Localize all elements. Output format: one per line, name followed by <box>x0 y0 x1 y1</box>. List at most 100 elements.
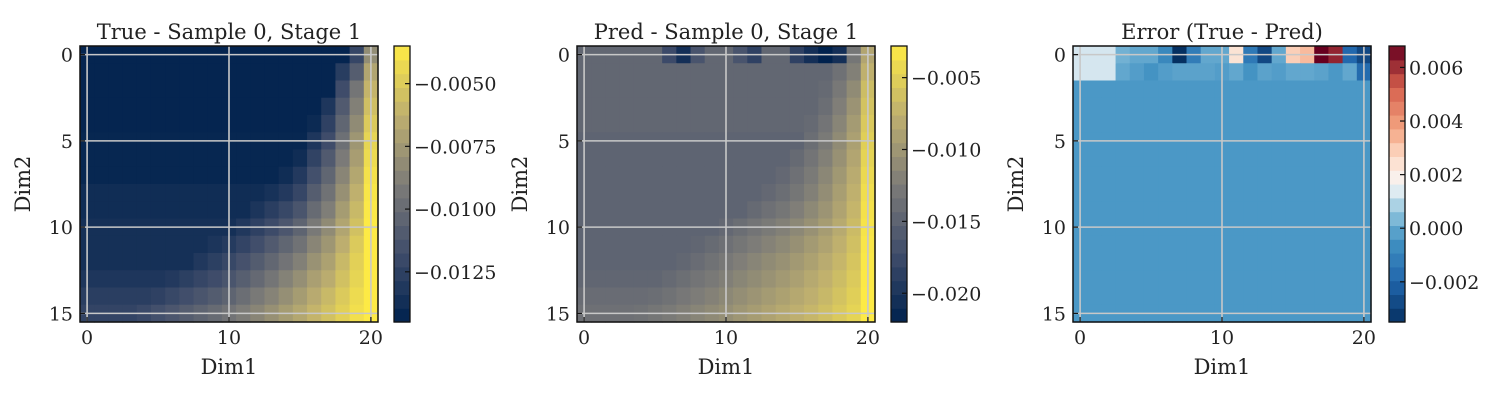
heatmap-cell <box>591 149 606 168</box>
heatmap-cell <box>761 201 777 220</box>
colorbar-tick-label: 0.000 <box>1409 218 1463 240</box>
heatmap-cell <box>150 115 166 133</box>
heatmap-cell <box>747 253 763 271</box>
heatmap-cell <box>321 63 337 82</box>
colorbar-segment <box>1389 46 1405 61</box>
heatmap-cell <box>165 80 180 99</box>
heatmap-cell <box>690 97 706 116</box>
heatmap-cell <box>832 287 848 306</box>
heatmap-cell <box>1342 253 1358 271</box>
heatmap-cell <box>278 97 294 116</box>
heatmap-cell <box>1087 166 1102 185</box>
heatmap-cell <box>349 115 365 133</box>
heatmap-cell <box>236 235 251 254</box>
y-tick-label: 0 <box>1054 45 1066 67</box>
heatmap-cell <box>264 253 280 271</box>
heatmap-cell <box>321 166 337 185</box>
heatmap-cell <box>1271 253 1287 271</box>
heatmap-cell <box>775 184 791 202</box>
heatmap-cell <box>122 149 138 168</box>
heatmap-cell <box>647 253 663 271</box>
heatmap-cell <box>1229 270 1244 289</box>
x-tick-label: 20 <box>359 327 383 349</box>
heatmap-cell <box>1285 287 1301 306</box>
colorbar-segment <box>891 308 907 323</box>
heatmap-cell <box>1285 97 1301 116</box>
heatmap-cell <box>307 201 322 220</box>
heatmap-cell <box>662 149 677 168</box>
colorbar-segment <box>891 142 907 157</box>
heatmap-cell <box>150 97 166 116</box>
heatmap-cell <box>307 166 322 185</box>
heatmap-cell <box>633 97 649 116</box>
heatmap-cell <box>321 270 337 289</box>
heatmap-cell <box>747 97 763 116</box>
heatmap-cell <box>747 201 763 220</box>
heatmap-cell <box>1271 149 1287 168</box>
heatmap-cell <box>818 63 834 82</box>
colorbar-segment <box>1389 128 1405 144</box>
heatmap-cell <box>1129 253 1145 271</box>
heatmap-cell <box>676 63 692 82</box>
heatmap-cell <box>1087 201 1102 220</box>
heatmap-cell <box>179 270 195 289</box>
heatmap-cell <box>1314 270 1330 289</box>
heatmap-cell <box>1200 184 1216 202</box>
colorbar-segment <box>891 211 907 226</box>
y-axis-label: Dim2 <box>508 156 532 213</box>
heatmap-cell <box>605 166 621 185</box>
heatmap-cell <box>1200 149 1216 168</box>
heatmap-cell <box>1243 201 1259 220</box>
heatmap-cell <box>278 80 294 99</box>
heatmap-cell <box>747 149 763 168</box>
heatmap-cell <box>804 253 819 271</box>
heatmap-cell <box>1314 97 1330 116</box>
heatmap-cell <box>1300 287 1315 306</box>
heatmap-cell <box>690 287 706 306</box>
heatmap-cell <box>818 115 834 133</box>
heatmap-cell <box>676 270 692 289</box>
heatmap-cell <box>150 235 166 254</box>
heatmap-cell <box>165 149 180 168</box>
heatmap-cell <box>818 184 834 202</box>
heatmap-cell <box>761 80 777 99</box>
heatmap-cell <box>690 63 706 82</box>
heatmap-cell <box>165 287 180 306</box>
heatmap-cell <box>179 97 195 116</box>
heatmap-cell <box>264 80 280 99</box>
heatmap-cell <box>108 115 124 133</box>
heatmap-cell <box>1300 149 1315 168</box>
heatmap-cell <box>1172 166 1188 185</box>
heatmap-cell <box>818 287 834 306</box>
heatmap-cell <box>1271 201 1287 220</box>
colorbar-tick-label: 0.002 <box>1409 165 1463 187</box>
heatmap-cell <box>1158 97 1173 116</box>
heatmap-cell <box>264 235 280 254</box>
heatmap-cell <box>1115 253 1131 271</box>
heatmap-cell <box>250 149 266 168</box>
colorbar-segment <box>394 308 410 323</box>
heatmap-cell <box>605 149 621 168</box>
colorbar-tick-label: −0.015 <box>911 211 981 233</box>
heatmap-cell <box>733 166 748 185</box>
heatmap-cell <box>1186 80 1202 99</box>
heatmap-cell <box>733 97 748 116</box>
colorbar-segment <box>394 87 410 102</box>
heatmap-cell <box>349 149 365 168</box>
heatmap-cell <box>1300 184 1315 202</box>
y-tick-label: 10 <box>546 217 570 239</box>
heatmap-cell <box>165 97 180 116</box>
heatmap-cell <box>605 115 621 133</box>
heatmap-cell <box>165 270 180 289</box>
heatmap-cell <box>619 287 635 306</box>
heatmap-cell <box>1314 235 1330 254</box>
heatmap-cell <box>733 80 748 99</box>
heatmap-cell <box>591 287 606 306</box>
heatmap-cell <box>676 184 692 202</box>
heatmap-cell <box>1158 80 1173 99</box>
colorbar-segment <box>394 59 410 75</box>
heatmap-cell <box>264 270 280 289</box>
heatmap-cell <box>619 149 635 168</box>
heatmap-cell <box>704 149 720 168</box>
heatmap-cell <box>591 115 606 133</box>
